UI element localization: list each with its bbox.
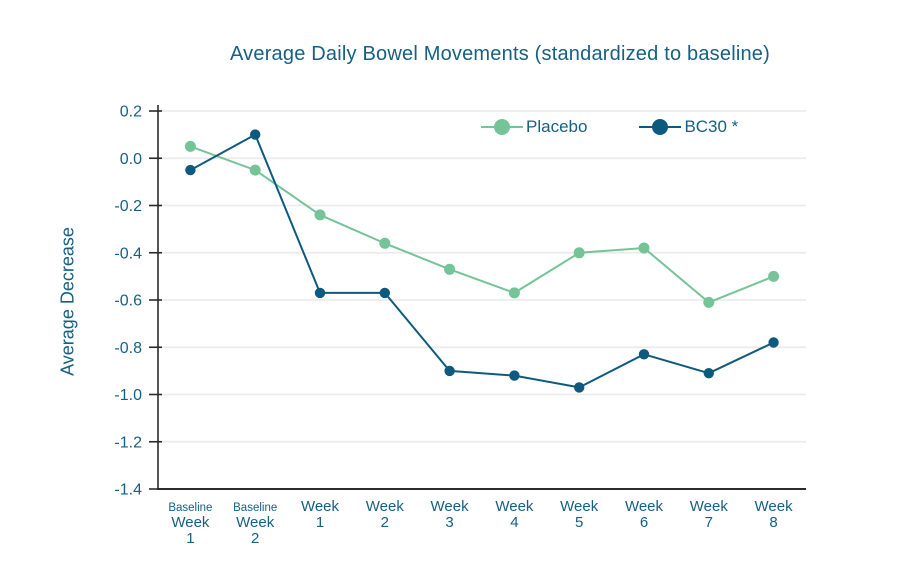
x-tick-label: 7 [705,514,713,531]
x-tick-label: Baseline [168,502,212,514]
x-tick-label: 2 [381,514,389,531]
y-tick-label: 0.2 [120,104,142,121]
y-tick-label: -0.8 [114,340,142,357]
legend-dot [494,119,510,135]
bc30-data-point [574,382,585,393]
chart-title: Average Daily Bowel Movements (standardi… [230,43,770,65]
y-tick-label: -0.4 [114,245,142,262]
legend-item-placebo: Placebo [481,117,587,137]
bc30-data-point [444,365,455,377]
x-tick-label: 4 [510,514,518,531]
x-tick-label: Week [366,498,405,515]
bc30-data-point [703,368,714,379]
placebo-data-point [508,287,520,299]
bc30-data-point [250,129,261,140]
placebo-data-point [703,296,715,308]
bc30-series-line [189,133,775,389]
x-tick-label: 5 [575,514,583,531]
placebo-series-line [190,145,774,304]
y-tick-label: -1.4 [114,482,142,499]
placebo-data-point [573,247,585,259]
legend-label-bc30: BC30 * [684,117,739,136]
placebo-data-point [249,164,261,176]
x-tick-label: Week [301,498,340,515]
x-tick-label: 6 [640,514,648,531]
placebo-series-marker-icon [481,119,523,136]
placebo-data-point [379,237,391,249]
placebo-data-point [444,263,456,275]
bc30-data-point [379,287,390,299]
y-tick-label: -0.6 [114,293,142,310]
y-tick-label: -0.2 [114,198,142,215]
bc30-data-point [314,287,326,299]
placebo-data-point [184,140,196,152]
bc30-data-point [768,337,779,348]
bc30-data-point [638,349,650,360]
x-tick-label: 2 [251,530,259,547]
x-tick-label: 3 [445,514,453,531]
x-tick-label: Week [560,498,599,515]
legend-item-bc30: BC30 * [639,117,738,137]
x-tick-label: Week [755,498,794,515]
y-tick-label: -1.2 [114,434,142,451]
placebo-data-point [638,242,650,254]
x-tick-label: 1 [316,514,324,531]
legend: Placebo BC30 * [481,117,738,137]
x-tick-label: Week [431,498,470,515]
x-tick-label: Week [625,498,664,515]
bc30-data-point [185,164,196,176]
x-tick-label: Week [236,514,275,531]
x-tick-label: Week [495,498,534,515]
placebo-data-point [314,209,326,221]
legend-label-placebo: Placebo [526,117,588,136]
legend-dot [652,119,669,135]
x-tick-label: 1 [186,530,194,547]
placebo-data-point [768,270,780,282]
x-tick-label: Week [690,498,729,515]
bc30-data-point [509,370,520,381]
y-tick-label: -1.0 [114,387,142,404]
x-tick-label: 8 [769,514,777,531]
bc30-series-marker-icon [639,119,682,136]
x-tick-label: Baseline [233,502,277,514]
y-tick-label: 0.0 [120,151,142,168]
x-tick-label: Week [171,514,210,531]
